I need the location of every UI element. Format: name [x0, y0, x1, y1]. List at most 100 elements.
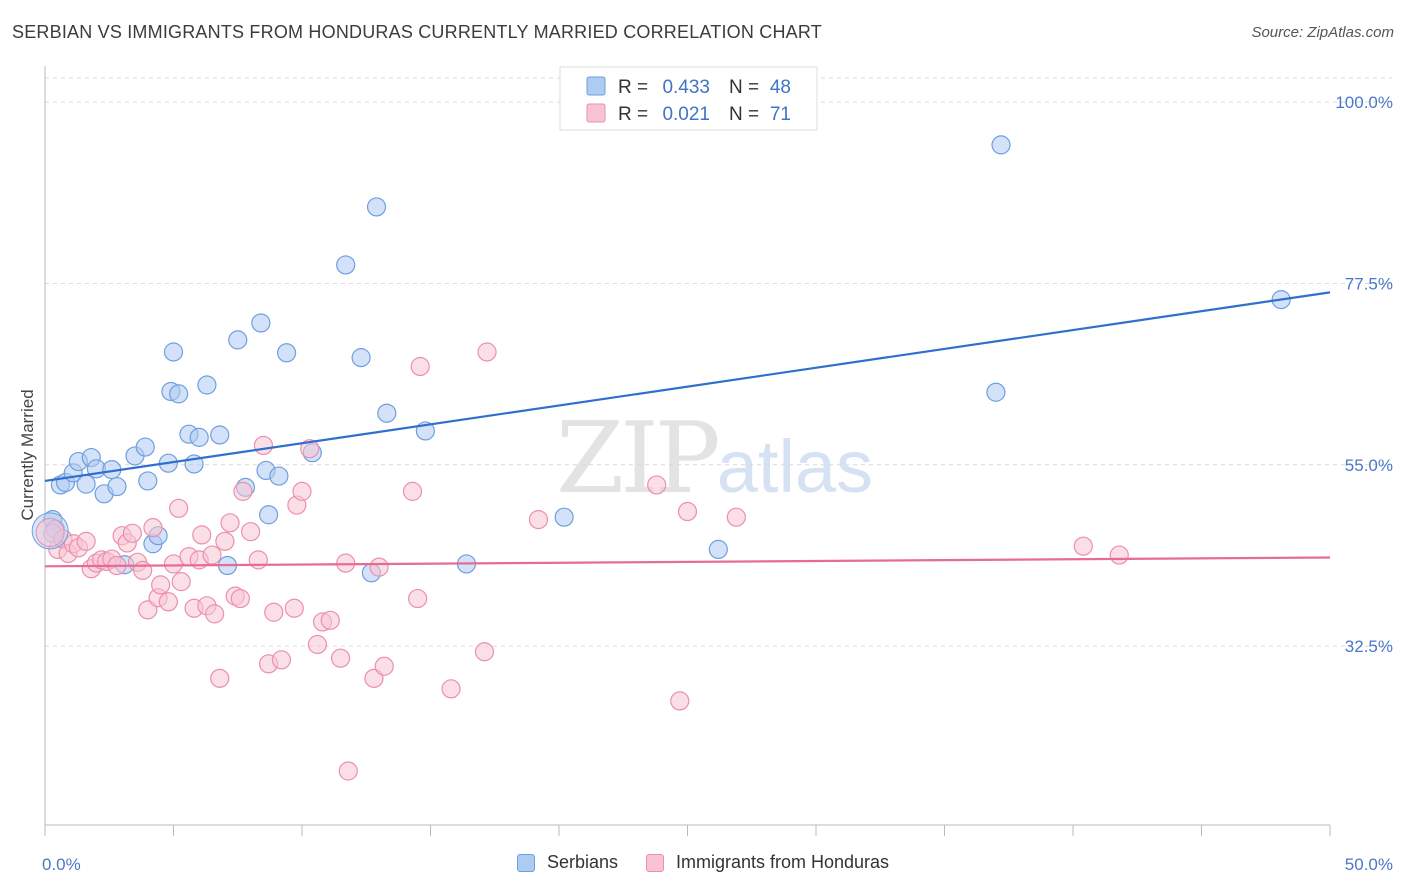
honduras-point [402, 481, 423, 501]
legend-label-honduras: Immigrants from Honduras [675, 852, 890, 872]
honduras-point [336, 553, 356, 573]
serbians-point [138, 471, 158, 491]
honduras-point [151, 575, 171, 595]
serbians-point [336, 255, 356, 275]
honduras-point [143, 518, 163, 538]
serbians-trend-line [44, 291, 1331, 483]
data-points [31, 135, 1291, 781]
honduras-point [320, 610, 340, 630]
serbians-point [197, 375, 217, 395]
honduras-point [374, 656, 394, 676]
y-tick-label: 32.5% [1345, 637, 1393, 656]
honduras-point [158, 592, 178, 612]
legend-n-value: 71 [770, 104, 791, 125]
watermark: ZIPatlas [556, 402, 873, 516]
serbians-point [377, 403, 397, 423]
chart-title: SERBIAN VS IMMIGRANTS FROM HONDURAS CURR… [12, 22, 822, 42]
honduras-point [369, 557, 389, 577]
serbians-point [258, 505, 279, 525]
honduras-point [169, 498, 189, 518]
honduras-point [233, 481, 253, 501]
honduras-point [330, 648, 351, 668]
honduras-point [122, 523, 142, 543]
serbians-point [986, 382, 1006, 402]
honduras-cluster-point [35, 517, 65, 547]
bottom-legend: Serbians Immigrants from Honduras [0, 852, 1406, 873]
y-tick-label: 55.0% [1345, 456, 1393, 475]
honduras-point [338, 761, 358, 781]
legend-r-value: 0.021 [662, 104, 710, 125]
honduras-point [264, 602, 284, 622]
honduras-point [220, 513, 240, 533]
honduras-point [670, 691, 690, 711]
legend-swatch [586, 76, 606, 96]
honduras-point [192, 525, 212, 545]
axis-labels: 100.0% 77.5% 55.0% 32.5% 0.0% 50.0% Currently … [18, 93, 1393, 874]
legend-r-label: R = [618, 77, 648, 98]
legend-item-honduras[interactable]: Immigrants from Honduras [645, 852, 890, 873]
legend-n-label: N = [729, 77, 759, 98]
honduras-point [205, 604, 225, 624]
serbians-point [554, 507, 574, 527]
serbians-point [269, 466, 289, 486]
honduras-point [210, 668, 230, 688]
legend-r-value: 0.433 [662, 77, 710, 98]
honduras-point [292, 481, 312, 501]
serbians-point [189, 427, 209, 447]
honduras-point [133, 560, 153, 580]
axes [44, 66, 1331, 836]
trend-lines [44, 291, 1331, 568]
honduras-point [271, 650, 292, 670]
serbians-point [991, 135, 1011, 155]
honduras-point [253, 435, 274, 456]
honduras-point [248, 550, 268, 570]
watermark-atlas: atlas [716, 425, 874, 508]
y-tick-label: 77.5% [1345, 274, 1393, 293]
honduras-point [76, 531, 96, 551]
x-tick-label-end: 50.0% [1345, 855, 1393, 874]
honduras-point [1109, 545, 1129, 565]
x-tick-label-start: 0.0% [42, 855, 81, 874]
legend-swatch [586, 103, 606, 123]
serbians-point [366, 197, 387, 217]
honduras-point [171, 572, 191, 592]
serbians-point [228, 330, 248, 350]
serbians-point [169, 384, 189, 404]
y-axis-label: Currently Married [18, 389, 37, 520]
honduras-point [410, 356, 430, 377]
y-tick-label: 100.0% [1335, 93, 1393, 112]
serbians-point [351, 348, 371, 368]
honduras-point [1073, 536, 1093, 556]
serbians-point [76, 474, 96, 494]
source-credit: Source: ZipAtlas.com [1251, 24, 1394, 41]
honduras-point [284, 598, 304, 618]
honduras-point [300, 439, 320, 459]
honduras-point [726, 507, 746, 527]
honduras-point [202, 545, 222, 565]
serbians-point [163, 342, 184, 362]
legend: R = 0.433 N = 48 R = 0.021 N = 71 [559, 66, 818, 131]
honduras-point [408, 588, 428, 609]
honduras-point [528, 509, 549, 530]
serbians-point [708, 539, 728, 560]
honduras-point [307, 634, 328, 655]
legend-item-serbians[interactable]: Serbians [516, 852, 618, 873]
honduras-point [230, 588, 250, 609]
serbians-point [107, 476, 127, 497]
honduras-point [441, 679, 461, 699]
legend-label-serbians: Serbians [546, 852, 618, 872]
serbians-point [276, 343, 297, 363]
honduras-point [474, 642, 495, 662]
serbians-point [135, 437, 155, 457]
serbians-point [210, 425, 230, 445]
honduras-swatch [645, 853, 664, 872]
watermark-zip: ZIP [556, 402, 721, 516]
honduras-point [215, 531, 235, 551]
honduras-point [477, 342, 497, 362]
honduras-point [677, 501, 698, 522]
honduras-trend-line [44, 556, 1331, 568]
serbians-swatch [516, 853, 535, 872]
legend-n-value: 48 [770, 77, 791, 98]
legend-r-label: R = [618, 104, 648, 125]
